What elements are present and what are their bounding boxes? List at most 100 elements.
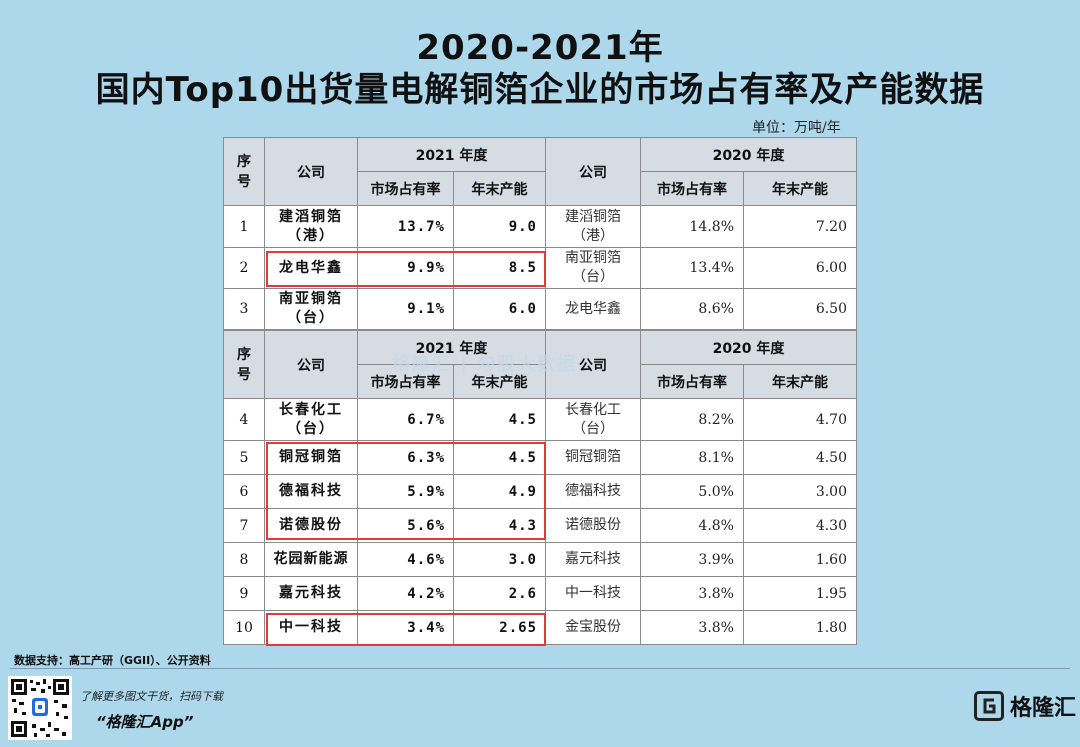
table-row: 3 南亚铜箔（台） 9.1% 6.0 龙电华鑫 8.6% 6.50 [223,288,857,330]
header-share-2020: 市场占有率 [640,364,744,399]
data-source: 数据支持：高工产研（GGII）、公开资料 [14,654,211,667]
header-capacity-2020: 年末产能 [743,364,857,399]
row-index: 7 [223,508,265,543]
watermark: 格隆汇 | 勾股大数据 [392,354,578,375]
share-2021: 3.4% [357,610,454,645]
table-row: 5 铜冠铜箔 6.3% 4.5 铜冠铜箔 8.1% 4.50 [223,440,857,475]
company-2020: 嘉元科技 [545,542,641,577]
capacity-2021: 4.5 [453,398,546,441]
capacity-2020: 4.50 [743,440,857,475]
share-2021: 6.7% [357,398,454,441]
header-row-2: 市场占有率 年末产能 市场占有率 年末产能 [224,171,857,206]
share-2020: 3.8% [640,576,744,611]
highlight-box-zhongyi [266,613,546,646]
header-year-2021: 2021 年度 [357,330,546,365]
logo-text: 格隆汇 [1010,696,1077,721]
bottom-table: 序号 公司 2021 年度 公司 2020 年度 市场占有率 年末产能 市场占有… [223,330,857,645]
capacity-2020: 1.60 [743,542,857,577]
share-2021: 5.9% [357,474,454,509]
company-2020: 金宝股份 [545,610,641,645]
company-2021: 长春化工（台） [264,398,358,441]
company-2020: 德福科技 [545,474,641,509]
row-index: 8 [223,542,265,577]
share-2020: 3.9% [640,542,744,577]
promo-text: 了解更多图文干货，扫码下载 [80,690,223,703]
table-row: 8 花园新能源 4.6% 3.0 嘉元科技 3.9% 1.60 [223,542,857,577]
company-2020: 铜冠铜箔 [545,440,641,475]
header-capacity-2020: 年末产能 [743,171,857,206]
company-2021: 德福科技 [264,474,358,509]
gelonghui-logo: 格隆汇 [974,690,1076,722]
qr-code-icon [8,676,72,740]
table-row: 4 长春化工（台） 6.7% 4.5 长春化工（台） 8.2% 4.70 [223,398,857,441]
highlight-box-longdian [266,251,546,287]
table-row: 7 诺德股份 5.6% 4.3 诺德股份 4.8% 4.30 [223,508,857,543]
share-2021: 6.3% [357,440,454,475]
header-index: 序号 [223,330,265,399]
share-2020: 4.8% [640,508,744,543]
header-year-2020: 2020 年度 [640,137,857,172]
share-2020: 8.1% [640,440,744,475]
share-2021: 4.2% [357,576,454,611]
company-2021: 花园新能源 [264,542,358,577]
capacity-2020: 6.00 [743,247,857,289]
header-capacity-2021: 年末产能 [453,364,546,399]
capacity-2021: 6.0 [453,288,546,330]
capacity-2021: 2.6 [453,576,546,611]
company-2021: 中一科技 [264,610,358,645]
company-2020: 龙电华鑫 [545,288,641,330]
share-2020: 3.8% [640,610,744,645]
top-table: 序号 公司 2021 年度 公司 2020 年度 市场占有率 年末产能 市场占有… [223,137,857,330]
table-row: 9 嘉元科技 4.2% 2.6 中一科技 3.8% 1.95 [223,576,857,611]
title-line1: 2020-2021年 [416,28,664,68]
row-index: 1 [223,205,265,248]
company-2020: 中一科技 [545,576,641,611]
header-company-2020: 公司 [545,330,641,399]
title-line2: 国内Top10出货量电解铜箔企业的市场占有率及产能数据 [95,70,985,110]
company-2021: 龙电华鑫 [264,247,358,289]
header-year-2020: 2020 年度 [640,330,857,365]
company-2020: 长春化工（台） [545,398,641,441]
promo-app-name: “格隆汇App” [96,713,194,731]
header-year-2021: 2021 年度 [357,137,546,172]
capacity-2020: 1.95 [743,576,857,611]
row-index: 9 [223,576,265,611]
share-2021: 5.6% [357,508,454,543]
header-row-1: 序号 公司 2021 年度 公司 2020 年度 [223,330,857,399]
company-2020: 南亚铜箔（台） [545,247,641,289]
company-2020: 诺德股份 [545,508,641,543]
capacity-2020: 6.50 [743,288,857,330]
capacity-2021: 9.0 [453,205,546,248]
capacity-2020: 4.70 [743,398,857,441]
header-index: 序号 [223,137,265,206]
share-2021: 9.1% [357,288,454,330]
row-index: 6 [223,474,265,509]
header-share-2021: 市场占有率 [357,364,454,399]
table-row: 6 德福科技 5.9% 4.9 德福科技 5.0% 3.00 [223,474,857,509]
share-2020: 14.8% [640,205,744,248]
header-share-2021: 市场占有率 [357,171,454,206]
header-capacity-2021: 年末产能 [453,171,546,206]
row-index: 5 [223,440,265,475]
share-2021: 13.7% [357,205,454,248]
row-index: 4 [223,398,265,441]
capacity-2020: 3.00 [743,474,857,509]
capacity-2020: 1.80 [743,610,857,645]
capacity-2020: 7.20 [743,205,857,248]
row-index: 2 [223,247,265,289]
capacity-2021: 4.3 [453,508,546,543]
row-index: 3 [223,288,265,330]
capacity-2021: 2.65 [453,610,546,645]
company-2021: 南亚铜箔（台） [264,288,358,330]
capacity-2021: 3.0 [453,542,546,577]
share-2020: 8.6% [640,288,744,330]
highlight-box-rows-5-7 [266,442,546,540]
table-row: 10 中一科技 3.4% 2.65 金宝股份 3.8% 1.80 [223,610,857,645]
company-2021: 铜冠铜箔 [264,440,358,475]
company-2021: 嘉元科技 [264,576,358,611]
header-share-2020: 市场占有率 [640,171,744,206]
company-2021: 建滔铜箔（港） [264,205,358,248]
header-row-1: 序号 公司 2021 年度 公司 2020 年度 [223,137,857,206]
capacity-2021: 8.5 [453,247,546,289]
share-2020: 8.2% [640,398,744,441]
